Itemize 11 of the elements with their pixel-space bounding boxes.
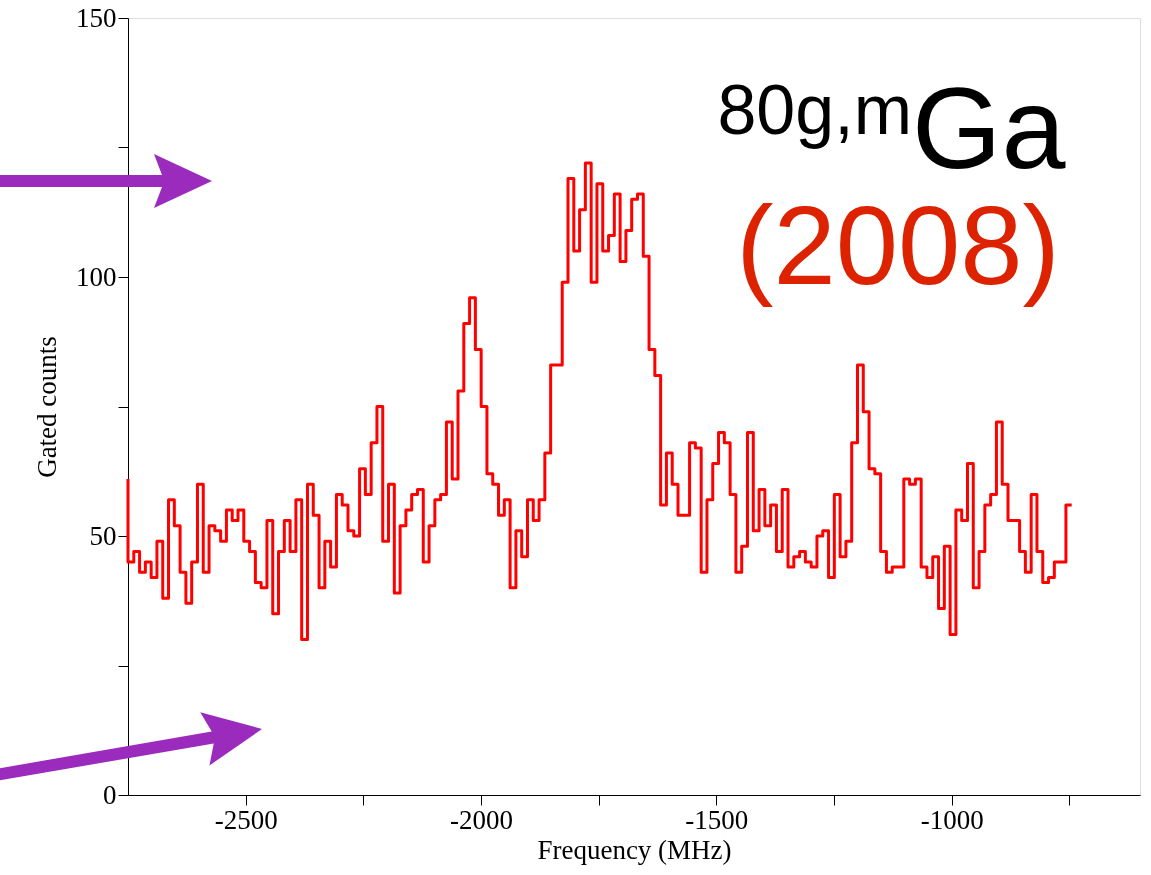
y-tick-label: 100 [76,261,117,292]
y-tick-label: 150 [76,2,117,33]
x-tick-label: -2000 [450,804,514,835]
x-tick-label: -2500 [214,804,278,835]
x-axis-title: Frequency (MHz) [537,834,732,865]
x-tick-label: -1000 [920,804,984,835]
y-tick-label: 0 [103,779,117,810]
y-axis-title: Gated counts [32,336,62,478]
x-tick-label: -1500 [685,804,749,835]
y-tick-label: 50 [89,520,117,551]
annotation: (2008) [736,183,1060,308]
